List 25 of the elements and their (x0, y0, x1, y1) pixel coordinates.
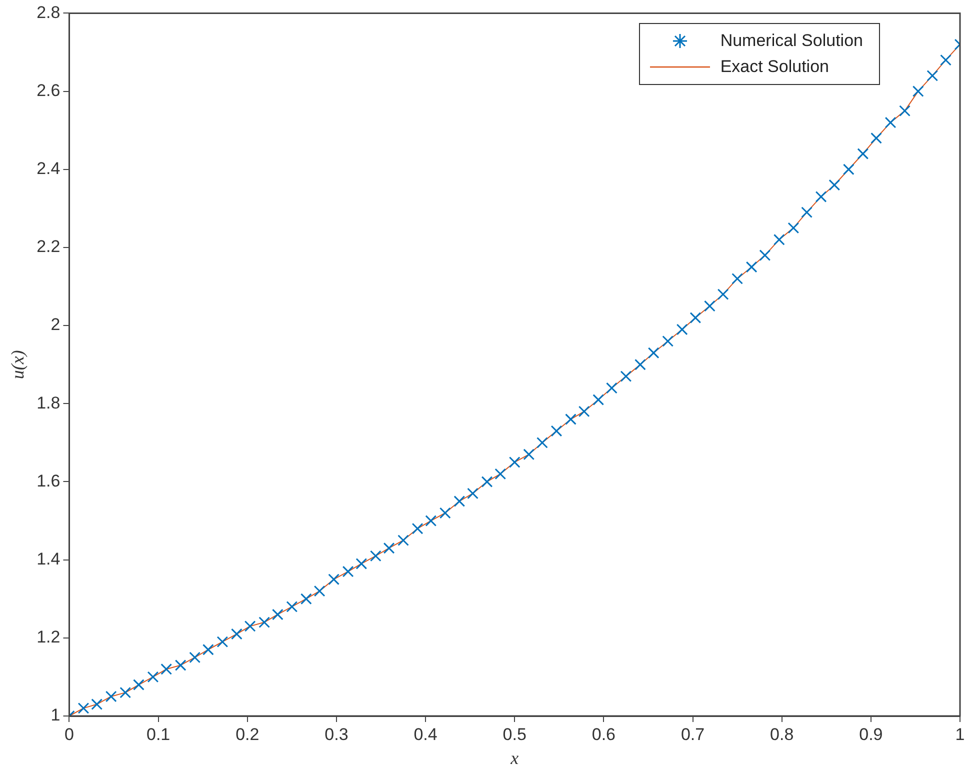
x-axis-title: x (510, 748, 519, 768)
x-tick-label: 0.2 (236, 724, 260, 744)
y-tick-label: 2.6 (36, 80, 60, 100)
y-tick-label: 2 (50, 315, 60, 334)
legend-label: Numerical Solution (720, 31, 863, 52)
y-tick-label: 1.2 (36, 628, 60, 647)
x-tick-label: 0.6 (592, 724, 616, 744)
y-tick-label: 2.2 (36, 237, 60, 256)
x-tick-label: 0 (64, 724, 74, 744)
x-tick-label: 0.3 (324, 724, 348, 744)
x-tick-label: 0.8 (770, 724, 794, 744)
x-tick-label: 0.7 (680, 724, 705, 744)
y-tick-label: 1.4 (36, 550, 60, 569)
x-tick-label: 0.5 (502, 724, 526, 744)
y-axis-title: u(x) (8, 350, 28, 380)
y-tick-label: 2.8 (36, 2, 60, 22)
legend-label: Exact Solution (720, 57, 829, 78)
y-tick-label: 2.4 (36, 159, 60, 178)
x-tick-label: 0.4 (414, 724, 438, 744)
x-tick-label: 0.1 (146, 724, 170, 744)
x-tick-label: 0.9 (859, 724, 883, 744)
y-tick-label: 1.8 (36, 393, 60, 412)
x-tick-label: 1 (955, 724, 965, 744)
y-tick-label: 1 (50, 706, 60, 725)
y-tick-label: 1.6 (36, 471, 60, 490)
